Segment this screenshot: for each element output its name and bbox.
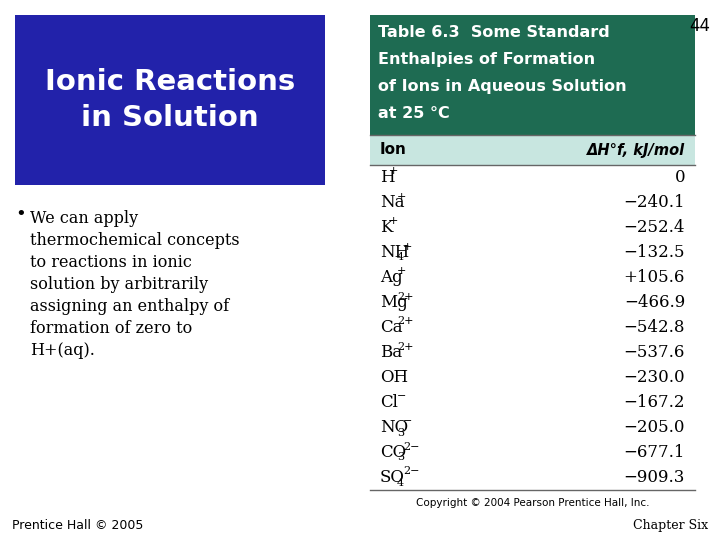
Text: Ag: Ag — [380, 269, 402, 286]
Text: +: + — [389, 166, 398, 177]
Text: +: + — [397, 192, 406, 201]
Text: −132.5: −132.5 — [624, 244, 685, 261]
Text: −542.8: −542.8 — [624, 319, 685, 336]
Text: 4: 4 — [397, 477, 404, 488]
Text: SO: SO — [380, 469, 405, 486]
Text: in Solution: in Solution — [81, 104, 258, 132]
Text: solution by arbitrarily: solution by arbitrarily — [30, 276, 208, 293]
Text: −240.1: −240.1 — [624, 194, 685, 211]
Text: to reactions in ionic: to reactions in ionic — [30, 254, 192, 271]
Text: NO: NO — [380, 419, 408, 436]
Text: Prentice Hall © 2005: Prentice Hall © 2005 — [12, 519, 143, 532]
Text: H+(aq).: H+(aq). — [30, 342, 95, 359]
Text: −252.4: −252.4 — [624, 219, 685, 236]
Text: ΔH°f, kJ/mol: ΔH°f, kJ/mol — [587, 143, 685, 158]
Text: −167.2: −167.2 — [624, 394, 685, 411]
Text: +: + — [389, 217, 398, 226]
Text: assigning an enthalpy of: assigning an enthalpy of — [30, 298, 229, 315]
Text: Ba: Ba — [380, 344, 402, 361]
Text: K: K — [380, 219, 392, 236]
Text: H: H — [380, 169, 395, 186]
FancyBboxPatch shape — [15, 15, 325, 185]
Text: −205.0: −205.0 — [624, 419, 685, 436]
Text: 4: 4 — [397, 253, 404, 262]
Text: Copyright © 2004 Pearson Prentice Hall, Inc.: Copyright © 2004 Pearson Prentice Hall, … — [415, 498, 649, 508]
Text: −537.6: −537.6 — [624, 344, 685, 361]
Text: Chapter Six: Chapter Six — [633, 519, 708, 532]
Text: −230.0: −230.0 — [624, 369, 685, 386]
Text: CO: CO — [380, 444, 406, 461]
Text: thermochemical concepts: thermochemical concepts — [30, 232, 240, 249]
Text: formation of zero to: formation of zero to — [30, 320, 192, 337]
Text: 2−: 2− — [403, 442, 420, 451]
Text: of Ions in Aqueous Solution: of Ions in Aqueous Solution — [378, 79, 626, 94]
Text: Cl: Cl — [380, 394, 398, 411]
Text: 3: 3 — [397, 453, 404, 462]
Text: 2−: 2− — [403, 467, 420, 476]
Text: Table 6.3  Some Standard: Table 6.3 Some Standard — [378, 25, 610, 40]
Text: Ion: Ion — [380, 143, 407, 158]
Text: +105.6: +105.6 — [624, 269, 685, 286]
Text: 3: 3 — [397, 428, 404, 437]
Text: 2+: 2+ — [397, 292, 413, 301]
Text: 2+: 2+ — [397, 341, 413, 352]
Text: Mg: Mg — [380, 294, 408, 311]
Text: at 25 °C: at 25 °C — [378, 106, 450, 121]
Text: 44: 44 — [689, 17, 710, 35]
Text: −: − — [397, 367, 406, 376]
Text: Enthalpies of Formation: Enthalpies of Formation — [378, 52, 595, 67]
Text: OH: OH — [380, 369, 408, 386]
Text: −466.9: −466.9 — [624, 294, 685, 311]
Text: −: − — [397, 392, 406, 402]
Text: −: − — [403, 416, 413, 427]
Text: We can apply: We can apply — [30, 210, 138, 227]
Text: 0: 0 — [675, 169, 685, 186]
Text: Ca: Ca — [380, 319, 402, 336]
Text: Na: Na — [380, 194, 405, 211]
Text: •: • — [15, 205, 26, 223]
Text: 2+: 2+ — [397, 316, 413, 327]
Text: −909.3: −909.3 — [624, 469, 685, 486]
Text: −677.1: −677.1 — [624, 444, 685, 461]
FancyBboxPatch shape — [370, 135, 695, 165]
FancyBboxPatch shape — [370, 15, 695, 135]
Text: +: + — [397, 267, 406, 276]
Text: +: + — [403, 241, 413, 252]
Text: Ionic Reactions: Ionic Reactions — [45, 68, 295, 96]
Text: NH: NH — [380, 244, 409, 261]
